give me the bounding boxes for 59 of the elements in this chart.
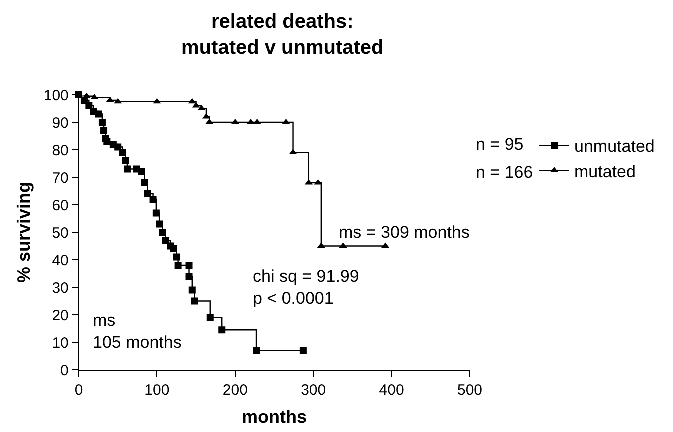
point: [119, 149, 126, 156]
y-axis-title: % surviving: [14, 182, 34, 284]
point: [186, 262, 193, 269]
point: [170, 246, 178, 252]
y-tick-label: 80: [52, 142, 69, 160]
point: [150, 196, 157, 203]
point: [104, 138, 111, 146]
y-tick-label: 100: [44, 87, 69, 104]
point: [188, 286, 196, 294]
x-tick-label: 0: [74, 382, 84, 400]
point: [141, 180, 148, 186]
point: [159, 229, 166, 236]
annotation: ms 105 months: [93, 311, 182, 352]
point: [300, 347, 307, 354]
point: [152, 210, 160, 217]
y-tick-label: 40: [52, 252, 69, 270]
legend-label: mutated: [574, 162, 636, 182]
x-tick-label: 100: [144, 382, 170, 400]
x-tick-label: 500: [457, 382, 483, 400]
y-tick-label: 0: [60, 362, 69, 380]
y-tick-label: 90: [52, 114, 69, 132]
point: [114, 144, 122, 151]
point: [82, 92, 91, 98]
point: [86, 102, 93, 110]
point: [218, 326, 226, 334]
point: [173, 254, 180, 261]
point: [253, 347, 260, 354]
legend-label: unmutated: [574, 137, 655, 156]
x-tick-label: 200: [222, 382, 248, 400]
point: [188, 98, 196, 104]
y-tick-label: 30: [52, 280, 69, 297]
annotation: chi sq = 91.99 p < 0.0001: [253, 267, 360, 308]
x-axis-title: months: [242, 407, 307, 428]
point: [114, 98, 122, 104]
chart-title: related deaths: mutated v unmutated: [182, 11, 384, 60]
point: [162, 237, 170, 244]
x-tick-label: 300: [301, 382, 326, 400]
point: [191, 298, 198, 305]
point: [186, 273, 193, 280]
text: n = 166: [476, 163, 534, 182]
point: [206, 314, 214, 322]
y-tick-label: 20: [52, 307, 69, 324]
x-tick-label: 400: [379, 382, 404, 400]
point: [174, 262, 182, 269]
y-tick-label: 10: [52, 334, 69, 352]
annotation: ms = 309 months: [339, 223, 470, 242]
point: [122, 158, 130, 164]
y-tick-label: 60: [52, 197, 69, 214]
y-tick-label: 50: [52, 224, 69, 242]
point: [100, 127, 108, 134]
point: [95, 110, 102, 118]
point: [156, 220, 164, 228]
text: n = 95: [476, 135, 524, 154]
y-tick-label: 70: [52, 170, 69, 187]
point: [98, 119, 106, 126]
point: [138, 168, 146, 176]
point: [153, 98, 162, 104]
point: [124, 166, 131, 173]
point: [144, 190, 152, 198]
